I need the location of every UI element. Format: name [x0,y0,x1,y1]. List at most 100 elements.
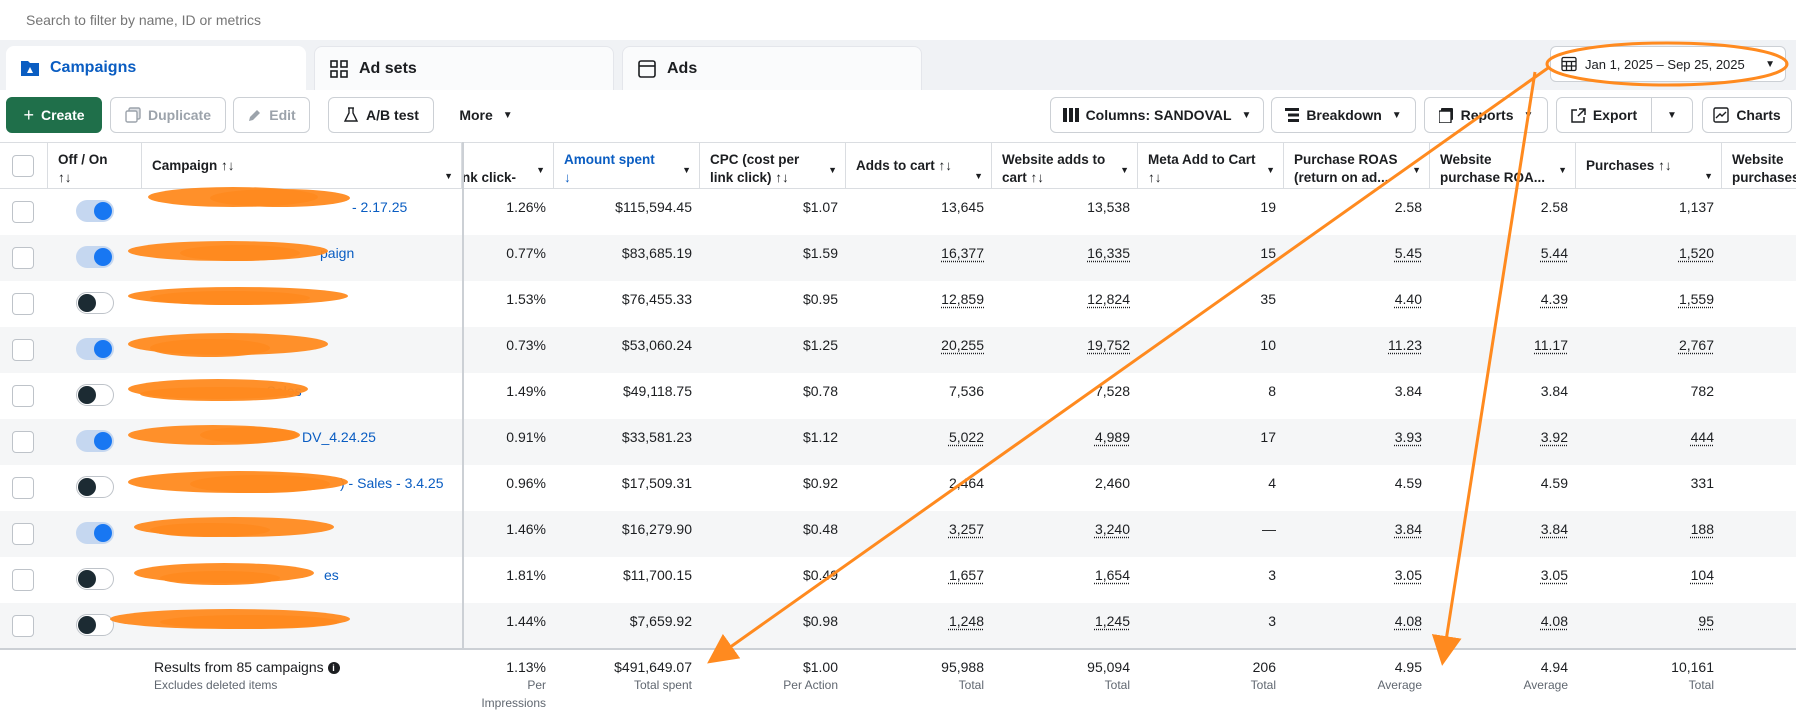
cell-spent: $76,455.33 [554,281,700,327]
row-checkbox[interactable] [12,477,34,499]
cell-value: 0.77% [506,245,546,261]
column-header-website-adds-to-cart[interactable]: Website adds to cart ↑↓ ▼ [992,143,1138,189]
cell-cpc: $1.07 [700,189,846,235]
toggle-knob [94,340,112,358]
cell-purch: 1,559 [1576,281,1722,327]
cell-value: $1.59 [803,245,838,261]
cell-value: 1,520 [1679,245,1714,261]
column-header-website-purchase-roas[interactable]: Website purchase ROA... ▼ [1430,143,1576,189]
row-checkbox[interactable] [12,339,34,361]
table-row[interactable]: 1.46% $16,279.90 $0.48 3,257 3,240 — 3.84 3.84 1… [0,511,1796,557]
table-row[interactable]: paign 0.77% $83,685.19 $1.59 16,377 16,335 15 5… [0,235,1796,281]
row-checkbox[interactable] [12,385,34,407]
columns-icon [1063,108,1079,122]
campaign-name-link[interactable]: DV_4.24.25 [302,419,376,465]
column-header-link-ctr[interactable]: nk click- h rate) ↑↓ ▼ [462,143,554,189]
row-checkbox[interactable] [12,569,34,591]
export-button[interactable]: Export [1556,97,1652,133]
column-header-website-purchases[interactable]: Website purchases [1722,143,1796,189]
tab-ads[interactable]: Ads [622,46,922,90]
cell-value: $83,685.19 [622,245,692,261]
campaign-name-link[interactable]: es [324,557,339,603]
column-header-campaign[interactable]: Campaign ↑↓ ▼ [142,143,462,189]
campaign-name-link[interactable]: paign [320,235,354,281]
breakdown-button[interactable]: Breakdown ▼ [1271,97,1416,133]
table-row[interactable]: 0.73% $53,060.24 $1.25 20,255 19,752 10 11.23 1… [0,327,1796,373]
campaign-name-link[interactable]: ) - Sales - 3.4.25 [340,465,444,511]
tab-campaigns[interactable]: Campaigns [6,46,306,90]
table-row[interactable]: es 1.81% $11,700.15 $0.49 1,657 1,654 3 3.05 3.0… [0,557,1796,603]
row-checkbox[interactable] [12,293,34,315]
chevron-down-icon: ▼ [1242,110,1252,121]
table-row[interactable]: ) - Sales - 3.4.25 0.96% $17,509.31 $0.92 2,… [0,465,1796,511]
row-checkbox[interactable] [12,523,34,545]
cell-value: 8 [1268,383,1276,399]
cell-roas: 3.93 [1284,419,1430,465]
chevron-down-icon: ▼ [1558,161,1567,179]
columns-button[interactable]: Columns: SANDOVAL ▼ [1050,97,1264,133]
campaign-toggle[interactable] [76,246,114,268]
search-input[interactable] [24,11,928,29]
cell-value: 12,824 [1087,291,1130,307]
info-icon[interactable]: i [328,662,340,674]
cell-cpc: $0.49 [700,557,846,603]
row-checkbox[interactable] [12,247,34,269]
row-checkbox[interactable] [12,431,34,453]
cell-wroas: 4.39 [1430,281,1576,327]
table-row[interactable]: - Sales1.49%$49,118.75$0.787,5367,52883.… [0,373,1796,419]
table-row[interactable]: - 2.17.25 1.26% $115,594.45 $1.07 13,645 13,5… [0,189,1796,235]
cell-purch: 95 [1576,603,1722,649]
row-checkbox[interactable] [12,201,34,223]
date-range-picker[interactable]: Jan 1, 2025 – Sep 25, 2025 ▼ [1550,46,1786,82]
cell-value: 1,654 [1095,567,1130,583]
campaign-name-link[interactable]: - 2.17.25 [352,189,407,235]
campaign-toggle[interactable] [76,568,114,590]
cell-purch: 331 [1576,465,1722,511]
more-button[interactable]: More ▼ [446,97,526,133]
table-row[interactable]: DV_4.24.25 0.91% $33,581.23 $1.12 5,022 4,989… [0,419,1796,465]
cell-watc: 1,245 [992,603,1138,649]
ab-test-button[interactable]: A/B test [328,97,434,133]
campaign-toggle[interactable] [76,476,114,498]
cell-watc: 13,538 [992,189,1138,235]
cell-atc: 20,255 [846,327,992,373]
campaign-toggle[interactable] [76,614,114,636]
column-header-cpc[interactable]: CPC (cost per link click) ↑↓ ▼ [700,143,846,189]
table-row[interactable]: 1.53% $76,455.33 $0.95 12,859 12,824 35 4.40 4.… [0,281,1796,327]
cell-value: $1.25 [803,337,838,353]
column-header-purchases[interactable]: Purchases ↑↓ ▼ [1576,143,1722,189]
campaign-toggle[interactable] [76,338,114,360]
campaign-toggle[interactable] [76,522,114,544]
column-header-purchase-roas[interactable]: Purchase ROAS (return on ad... ▼ [1284,143,1430,189]
cell-ctr: 0.96% [462,465,554,511]
row-checkbox[interactable] [12,615,34,637]
table-header: Off / On ↑↓ Campaign ↑↓ ▼ nk click- h ra… [0,142,1796,189]
column-header-adds-to-cart[interactable]: Adds to cart ↑↓ ▼ [846,143,992,189]
column-header-amount-spent[interactable]: Amount spent ↓ ▼ [554,143,700,189]
column-header-off-on[interactable]: Off / On ↑↓ [48,143,142,189]
create-button[interactable]: + Create [6,97,102,133]
campaign-toggle[interactable] [76,292,114,314]
select-all-checkbox[interactable] [12,155,34,177]
column-header-meta-add-to-cart[interactable]: Meta Add to Cart ↑↓ ▼ [1138,143,1284,189]
cell-cpc: $1.12 [700,419,846,465]
duplicate-button[interactable]: Duplicate [110,97,226,133]
duplicate-label: Duplicate [148,107,211,123]
cell-roas: 3.05 [1284,557,1430,603]
cell-purch: 1,520 [1576,235,1722,281]
summary-caption: Per Impressions [462,676,546,712]
charts-button[interactable]: Charts [1702,97,1792,133]
sort-icon: ↑↓ [1658,158,1672,173]
edit-button[interactable]: Edit [233,97,310,133]
summary-cell: 206 Total [1138,658,1284,694]
sort-icon: ↑↓ [221,158,235,173]
export-options-button[interactable]: ▼ [1651,97,1693,133]
table-row[interactable]: 1.44% $7,659.92 $0.98 1,248 1,245 3 4.08 4.08 95 [0,603,1796,649]
campaign-toggle[interactable] [76,430,114,452]
campaign-toggle[interactable] [76,384,114,406]
cell-value: 3.92 [1541,429,1568,445]
reports-button[interactable]: Reports ▼ [1424,97,1548,133]
campaign-toggle[interactable] [76,200,114,222]
tab-ad-sets[interactable]: Ad sets [314,46,614,90]
cell-value: 1.53% [506,291,546,307]
